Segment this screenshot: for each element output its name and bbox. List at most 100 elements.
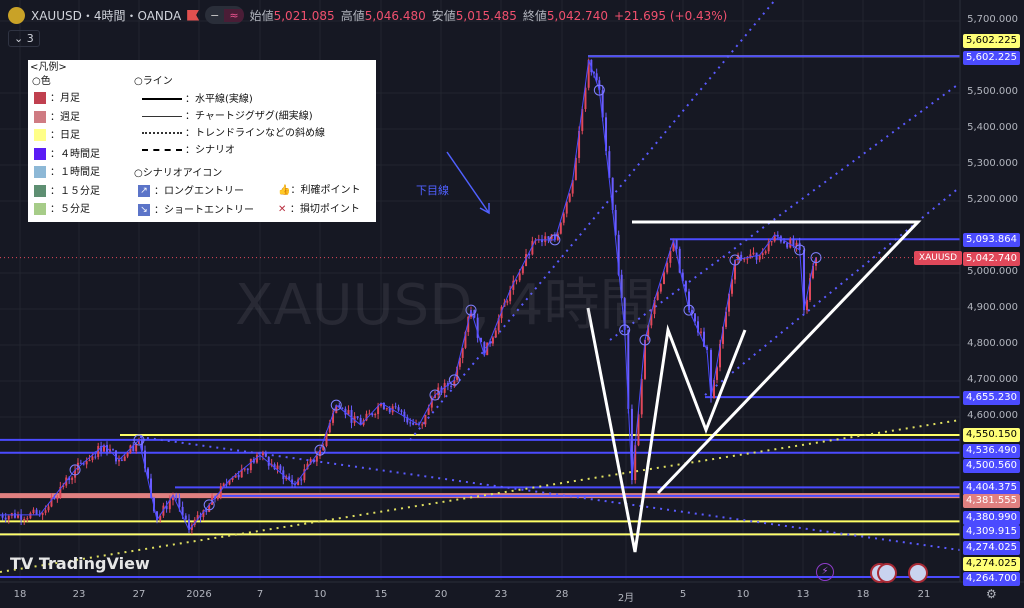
y-tick-label: 4,800.000 [967, 338, 1018, 349]
indicators-toggle[interactable]: ⌄ 3 [8, 30, 40, 47]
pivot-marker [448, 374, 460, 386]
x-tick-label: 23 [72, 589, 86, 600]
candle-body [688, 291, 690, 311]
color-swatch [34, 110, 46, 123]
candle-body [415, 423, 418, 425]
candle-body [85, 461, 88, 465]
candle-body [528, 254, 531, 256]
candle-body [697, 321, 699, 333]
candle-body [79, 462, 82, 464]
color-swatch [34, 166, 46, 178]
candle-body [806, 300, 808, 311]
candle-body [219, 486, 222, 498]
price-tag: 4,264.700 [963, 572, 1020, 586]
change-value: +21.695 (+0.43%) [613, 8, 728, 23]
thumbs-up-icon: 👍 [278, 185, 291, 196]
candle-body [562, 213, 565, 223]
candle-body [815, 257, 817, 266]
candle-body [716, 367, 718, 380]
settings-gear-icon[interactable]: ⚙ [986, 587, 997, 601]
x-tick-label: 15 [374, 589, 388, 600]
candle-body [118, 459, 120, 462]
candle-body [332, 413, 335, 423]
scenario-line [586, 307, 747, 553]
candle-body [338, 405, 341, 408]
candle-body [103, 445, 105, 452]
candle-body [347, 410, 350, 415]
candle-body [491, 337, 494, 344]
candle-body [141, 440, 143, 451]
us-flag-event-icon[interactable] [877, 563, 897, 583]
candle-body [178, 497, 181, 507]
minus-icon[interactable]: − [210, 8, 220, 22]
candle-body [617, 234, 620, 275]
solid-line-icon [142, 98, 182, 100]
us-flag-event-icon[interactable] [908, 563, 928, 583]
candle-body [691, 310, 693, 314]
candle-body [453, 379, 456, 387]
candle-body [678, 248, 681, 273]
candle-body [97, 446, 100, 457]
candle-body [23, 519, 26, 521]
thin-line-icon [142, 115, 182, 117]
price-tag: 4,500.560 [963, 459, 1020, 473]
pivot-marker [593, 84, 605, 96]
candle-body [623, 298, 626, 330]
approx-icon[interactable]: ≈ [224, 8, 244, 22]
candle-body [547, 236, 550, 239]
zigzag-line [0, 59, 817, 531]
candle-body [68, 477, 71, 480]
candle-body [400, 410, 403, 412]
candle-body [647, 325, 650, 340]
candle-body [571, 180, 574, 194]
legend-colors-title: ○色 [32, 76, 51, 87]
y-tick-label: 5,500.000 [967, 86, 1018, 97]
x-tick-label: 20 [434, 589, 448, 600]
candle-body [809, 278, 811, 301]
candle-body [601, 90, 604, 118]
y-tick-label: 4,900.000 [967, 302, 1018, 313]
candle-body [7, 515, 10, 520]
candle-body [700, 331, 702, 333]
candle-body [627, 329, 630, 409]
trend-line [139, 436, 961, 551]
symbol-title[interactable]: XAUUSD・4時間・OANDA [31, 8, 182, 23]
candle-body [261, 452, 264, 456]
candle-body [666, 262, 669, 273]
candle-body [13, 513, 16, 518]
lightning-event-icon[interactable]: ⚡ [816, 563, 834, 581]
arrow-line [446, 151, 490, 214]
candle-body [156, 511, 158, 520]
candle-body [770, 241, 773, 243]
candle-body [412, 422, 415, 425]
dashed-line-icon [142, 149, 182, 151]
candle-body [746, 258, 749, 260]
candle-body [734, 260, 736, 280]
flag-icon[interactable] [187, 9, 200, 21]
candle-body [559, 222, 562, 234]
x-tick-label: 5 [679, 589, 687, 600]
candle-body [792, 239, 795, 247]
price-tag: 4,309.915 [963, 525, 1020, 539]
candle-body [175, 495, 178, 498]
y-tick-label: 5,700.000 [967, 14, 1018, 25]
candle-body [672, 239, 675, 251]
candle-body [344, 408, 347, 415]
x-tick-label: 13 [796, 589, 810, 600]
tradingview-logo[interactable]: 𝗧𝗩 TradingView [10, 554, 150, 573]
candle-body [240, 469, 243, 478]
candle-body [764, 251, 767, 254]
y-tick-label: 4,600.000 [967, 410, 1018, 421]
x-tick-label: 7 [256, 589, 264, 600]
candle-body [611, 177, 614, 210]
pill-toggle[interactable]: − ≈ [205, 6, 244, 24]
candle-body [374, 414, 377, 416]
candle-body [222, 483, 225, 487]
candle-body [461, 347, 464, 358]
pivot-marker [314, 444, 326, 456]
candle-body [653, 300, 656, 315]
color-swatch [34, 203, 46, 215]
candle-body [315, 456, 318, 462]
x-tick-label: 2月 [617, 593, 635, 604]
candle-body [325, 432, 328, 446]
